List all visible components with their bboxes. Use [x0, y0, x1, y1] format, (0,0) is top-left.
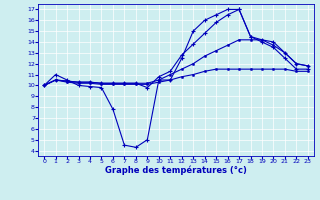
X-axis label: Graphe des températures (°c): Graphe des températures (°c): [105, 166, 247, 175]
